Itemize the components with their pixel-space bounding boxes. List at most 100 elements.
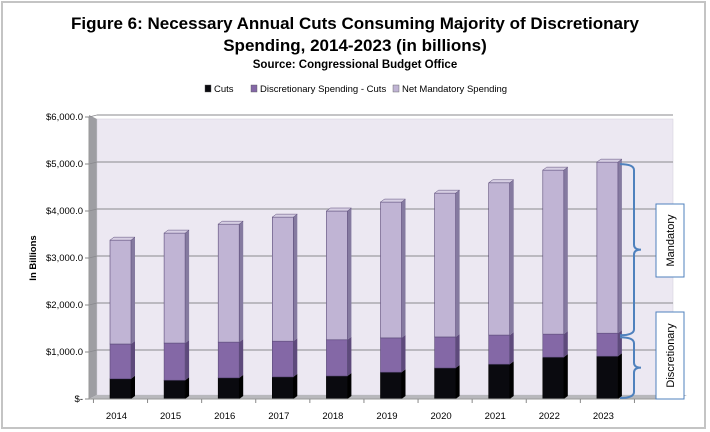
bar-side (455, 190, 460, 337)
bar-segment (434, 367, 456, 400)
legend-label: Cuts (214, 84, 234, 95)
bar-side (131, 341, 135, 379)
bar-stack-2023 (596, 158, 623, 400)
bar-top (433, 189, 461, 194)
legend-swatch (250, 84, 258, 93)
bar-side (509, 332, 514, 365)
bar-segment (434, 192, 456, 338)
bar-side (347, 372, 352, 399)
bar-stack-2022 (542, 166, 569, 400)
bar-side (401, 199, 406, 338)
legend-label: Net Mandatory Spending (402, 84, 507, 95)
bar-segment (542, 356, 565, 400)
bar-side (293, 338, 298, 377)
bar-top (379, 198, 407, 203)
bar-segment (542, 169, 565, 335)
bar-side (401, 334, 406, 373)
bar-stack-2019 (379, 198, 407, 400)
bar-side (239, 374, 244, 399)
bar-segment (542, 333, 565, 358)
bar-side (293, 373, 298, 399)
bar-top (271, 213, 299, 218)
bar-side (347, 336, 352, 376)
chart-title-line2: Spending, 2014-2023 (in billions) (223, 36, 487, 55)
y-tick-label: $3,000.0 (46, 253, 83, 264)
bar-segment (380, 201, 402, 339)
bar-top (109, 236, 136, 241)
bar-side (185, 377, 190, 399)
bar-top (596, 158, 623, 163)
y-tick-label: $4,000.0 (46, 206, 83, 217)
bar-side (455, 364, 460, 399)
bar-segment (163, 379, 186, 400)
mandatory-brace (619, 163, 642, 337)
bar-segment (380, 337, 402, 373)
bar-side (617, 330, 622, 357)
bar-segment (488, 363, 511, 400)
gridline-side (88, 161, 98, 165)
bar-top (487, 179, 515, 184)
chart-title-line1: Figure 6: Necessary Annual Cuts Consumin… (70, 14, 640, 33)
bar-side (563, 331, 568, 358)
bar-side (239, 221, 244, 343)
bar-segment (596, 332, 619, 357)
bar-side (131, 375, 135, 399)
bar-side (347, 208, 352, 340)
bar-stack-2014 (109, 236, 136, 400)
x-axis: 2014 2015 2016 2017 2018 2019 2020 2021 2022 2023 (89, 398, 679, 422)
discretionary-brace (619, 336, 642, 399)
y-axis: $- $1,000.0 $2,000.0 $3,000.0 $4,000.0 $5,000… (46, 112, 90, 405)
gridline-side (88, 302, 98, 306)
annotations: Mandatory Discretionary (619, 163, 685, 400)
bar-side (455, 333, 460, 368)
bar-segment (109, 378, 132, 400)
x-tick-label: 2017 (268, 411, 289, 422)
bar-stack-2015 (163, 229, 190, 400)
x-tick-label: 2015 (160, 411, 181, 422)
bar-stack-2017 (271, 213, 299, 400)
y-tick-label: $6,000.0 (46, 112, 83, 123)
bar-side (131, 237, 135, 345)
y-axis-title: In Billions (28, 235, 39, 280)
x-tick-label: 2020 (431, 411, 452, 422)
y-tick-label: $5,000.0 (46, 159, 83, 170)
bar-segment (380, 371, 402, 400)
bar-side (185, 230, 190, 344)
bar-segment (326, 210, 348, 341)
bar-stack-2021 (487, 179, 515, 400)
bar-segment (271, 376, 294, 400)
bar-side (239, 339, 244, 378)
bar-side (401, 369, 406, 399)
bar-segment (326, 339, 348, 377)
bar-segment (488, 182, 511, 336)
x-tick-label: 2018 (322, 411, 343, 422)
mandatory-label-box (655, 203, 685, 278)
bar-segment (217, 341, 240, 379)
bar-side (509, 361, 514, 399)
x-tick-label: 2014 (106, 411, 127, 422)
bar-segment (434, 336, 456, 369)
bar-top (217, 220, 244, 225)
bar-side (293, 214, 298, 342)
bar-side (185, 340, 190, 381)
gridline-side (88, 255, 98, 259)
bar-top (163, 229, 190, 234)
bar-stack-2016 (217, 220, 244, 400)
x-tick-label: 2022 (539, 411, 560, 422)
y-tick-label: $2,000.0 (46, 300, 83, 311)
legend: Cuts Discretionary Spending - Cuts Net Man… (204, 84, 507, 95)
bar-side (563, 167, 568, 335)
bar-side (509, 179, 514, 336)
y-tick-label: $1,000.0 (46, 347, 83, 358)
y-tick-label: $- (75, 394, 83, 405)
discretionary-label-box (655, 311, 685, 400)
bar-side (617, 353, 622, 399)
bar-segment (271, 216, 294, 342)
bar-stack-2020 (433, 189, 461, 400)
bar-segment (596, 355, 619, 400)
discretionary-label: Discretionary (665, 323, 677, 388)
bar-segment (488, 334, 511, 365)
x-tick-label: 2019 (376, 411, 397, 422)
legend-swatch (392, 84, 400, 93)
